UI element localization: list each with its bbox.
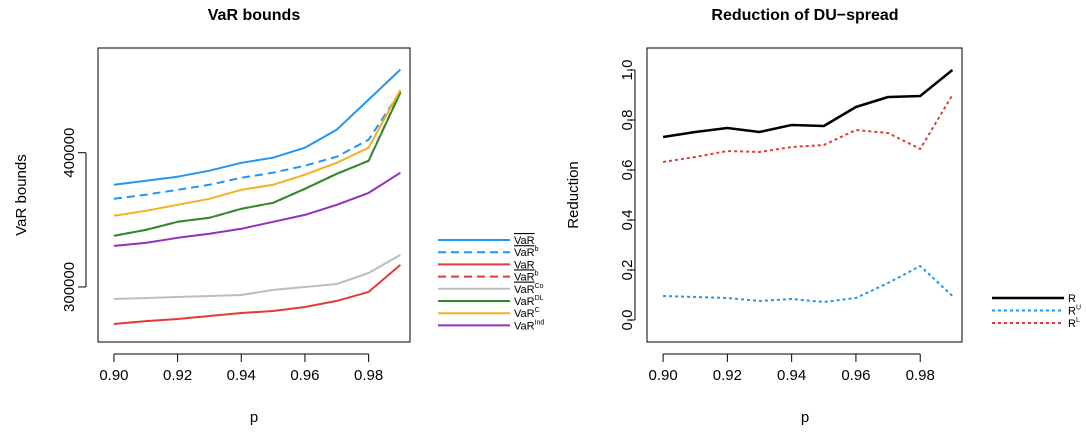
legend-superscript: b	[535, 246, 539, 253]
legend-superscript: b	[535, 270, 539, 277]
series-line	[662, 94, 954, 163]
legend-name: R	[1068, 293, 1076, 305]
x-tick-label: 0.98	[354, 367, 383, 384]
legend-name: VaR	[514, 308, 535, 320]
legend-name: VaR	[514, 247, 535, 259]
series-line	[113, 171, 401, 247]
legend-label: VaRC	[514, 307, 540, 320]
x-tick-label: 0.92	[163, 367, 192, 384]
legend-superscript: L	[1076, 317, 1080, 324]
y-tick-label: 0.4	[619, 210, 636, 231]
legend-label: VaR	[514, 259, 535, 271]
legend-label: VaRCo	[514, 283, 544, 296]
series-line	[113, 91, 402, 200]
legend-superscript: U	[1076, 304, 1081, 311]
legend-label: VaRDL	[514, 295, 544, 308]
legend-name: R	[1068, 305, 1076, 317]
legend-superscript: DL	[535, 295, 544, 302]
x-tick-label: 0.90	[648, 367, 677, 384]
series-line	[663, 265, 954, 303]
plot-frame	[97, 47, 411, 343]
plot-frame	[646, 47, 963, 343]
legend-name: VaR	[514, 296, 535, 308]
x-axis-label: p	[250, 409, 258, 426]
legend-name: VaR	[514, 284, 535, 296]
series-line	[113, 91, 402, 237]
legend-name: VaR	[514, 235, 535, 247]
series-line	[113, 264, 402, 325]
x-tick-label: 0.96	[290, 367, 319, 384]
legend-superscript: Co	[535, 283, 544, 290]
legend-label: VaR	[514, 235, 535, 247]
chart-title: Reduction of DU−spread	[711, 7, 898, 24]
x-tick-label: 0.96	[841, 367, 870, 384]
y-tick-label: 0.2	[619, 260, 636, 281]
legend-superscript: Ind	[535, 319, 545, 326]
x-tick-label: 0.94	[777, 367, 806, 384]
x-tick-label: 0.92	[713, 367, 742, 384]
legend-label: RL	[1068, 317, 1080, 330]
legend-name: VaR	[514, 272, 535, 284]
x-tick-label: 0.94	[227, 367, 256, 384]
legend-label: VaRInd	[514, 319, 544, 332]
series-line	[113, 68, 402, 186]
legend-label: RU	[1068, 304, 1081, 317]
legend-label: R	[1068, 293, 1076, 305]
legend-name: VaR	[514, 320, 535, 332]
series-line	[113, 89, 402, 217]
x-axis-label: p	[801, 409, 809, 426]
chart-title: VaR bounds	[208, 7, 301, 24]
legend-superscript: C	[535, 307, 540, 314]
y-tick-label: 400000	[61, 128, 78, 178]
y-axis-label: VaR bounds	[13, 154, 30, 235]
y-tick-label: 0.6	[619, 160, 636, 181]
legend-name: VaR	[514, 259, 535, 271]
y-tick-label: 1.0	[619, 60, 636, 81]
y-axis-label: Reduction	[565, 161, 582, 229]
y-tick-label: 0.0	[619, 310, 636, 331]
x-tick-label: 0.90	[99, 367, 128, 384]
legend-label: VaRb	[514, 270, 539, 283]
y-tick-label: 300000	[61, 262, 78, 312]
series-line	[113, 254, 401, 300]
x-tick-label: 0.98	[906, 367, 935, 384]
series-line	[113, 92, 402, 237]
legend-name: R	[1068, 318, 1076, 330]
series-line	[662, 69, 954, 139]
legend-label: VaRb	[514, 246, 539, 259]
y-tick-label: 0.8	[619, 110, 636, 131]
